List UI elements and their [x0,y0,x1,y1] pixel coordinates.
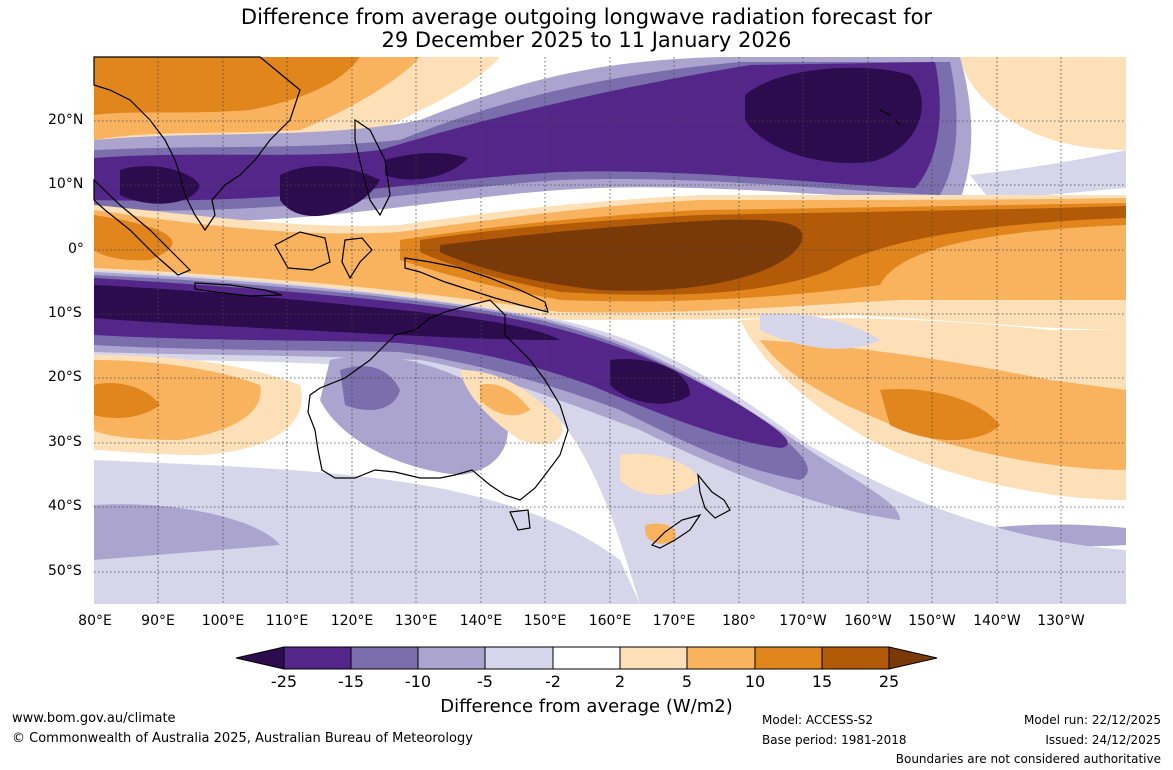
lon-label: 170°E [652,613,696,629]
anomaly-region [745,67,922,163]
lon-label: 170°W [779,613,827,629]
colorbar-segment [283,646,352,670]
anomaly-region [760,313,880,349]
sumatra-coastline [93,178,192,276]
anomaly-region [340,366,400,410]
lat-label: 10°N [48,176,84,192]
lon-label: 150°W [908,613,956,629]
lon-label: 110°E [265,613,309,629]
colorbar-tick-label: -2 [545,672,561,691]
anomaly-region [94,360,261,440]
lat-label: 0° [68,241,84,257]
model-name: Model: ACCESS-S2 [762,713,874,727]
anomaly-region [94,382,160,418]
lon-label: 140°W [973,613,1021,629]
colorbar-tick-label: 5 [681,672,693,691]
chart-title-line2: 29 December 2025 to 11 January 2026 [381,28,792,52]
colorbar-segment [417,646,486,670]
colorbar-segment [821,646,890,670]
lon-label: 160°E [588,613,632,629]
anomaly-region [480,384,530,416]
tasmania-coastline [509,509,531,531]
colorbar-segment [754,646,823,670]
lon-label: 150°E [523,613,567,629]
colorbar-tick-label: 15 [811,672,833,691]
colorbar-tick-label: -10 [404,672,432,691]
issued-date: Issued: 24/12/2025 [1045,733,1161,747]
anomaly-region [280,165,380,217]
lon-label: 100°E [201,613,245,629]
colorbar-segment [350,646,419,670]
lat-label: 50°S [48,563,82,579]
lat-label: 10°S [48,305,82,321]
lon-label: 130°E [394,613,438,629]
anomaly-region [94,57,360,115]
boundaries-disclaimer: Boundaries are not considered authoritat… [895,752,1161,766]
colorbar-tick-label: 2 [614,672,626,691]
colorbar-title: Difference from average (W/m2) [440,696,733,717]
colorbar [235,646,938,670]
lon-label: 80°E [78,613,112,629]
colorbar-tick-label: -15 [337,672,365,691]
lon-label: 180° [722,613,756,629]
anomaly-field [94,57,1126,604]
southeast-asia-coastline [93,56,301,232]
colorbar-segment [235,646,285,670]
hawaii-islands-coastline [879,109,901,126]
anomaly-region [960,57,1126,150]
colorbar-tick-label: 10 [744,672,766,691]
new-zealand-north-coastline [697,473,731,519]
lat-label: 40°S [48,498,82,514]
anomaly-region [610,359,690,404]
lon-label: 90°E [141,613,175,629]
sulawesi-coastline [341,237,373,280]
colorbar-tick-label: 25 [878,672,900,691]
anomaly-region [645,523,676,544]
colorbar-tick-label: -25 [270,672,298,691]
colorbar-segment [552,646,621,670]
lon-label: 130°W [1037,613,1085,629]
new-zealand-south-coastline [650,513,702,549]
anomaly-region [880,389,1000,440]
chart-title-line1: Difference from average outgoing longwav… [240,5,933,29]
anomaly-region [94,285,560,340]
lat-label: 20°N [48,112,84,128]
anomaly-region [94,460,640,604]
anomaly-region [94,215,173,261]
anomaly-region [94,504,280,560]
colorbar-segment [619,646,688,670]
anomaly-region [440,219,803,291]
colorbar-segment [888,646,938,670]
lon-label: 140°E [459,613,503,629]
base-period: Base period: 1981-2018 [762,733,907,747]
borneo-coastline [274,231,331,271]
lon-label: 160°W [844,613,892,629]
lon-label: 120°E [330,613,374,629]
java-coastline [194,282,283,297]
lat-label: 20°S [48,369,82,385]
graticule [94,57,1126,604]
anomaly-region [385,153,468,180]
new-guinea-coastline [404,257,549,313]
colorbar-segment [484,646,554,670]
anomaly-region [620,453,700,495]
anomaly-region [94,62,940,201]
lat-label: 30°S [48,434,82,450]
website-link[interactable]: www.bom.gov.au/climate [12,711,176,726]
colorbar-tick-label: -5 [477,672,493,691]
colorbar-segment [686,646,756,670]
copyright-text: © Commonwealth of Australia 2025, Austra… [12,731,473,746]
anomaly-region [970,150,1126,200]
philippines-coastline [354,118,391,217]
model-run-date: Model run: 22/12/2025 [1023,713,1161,727]
